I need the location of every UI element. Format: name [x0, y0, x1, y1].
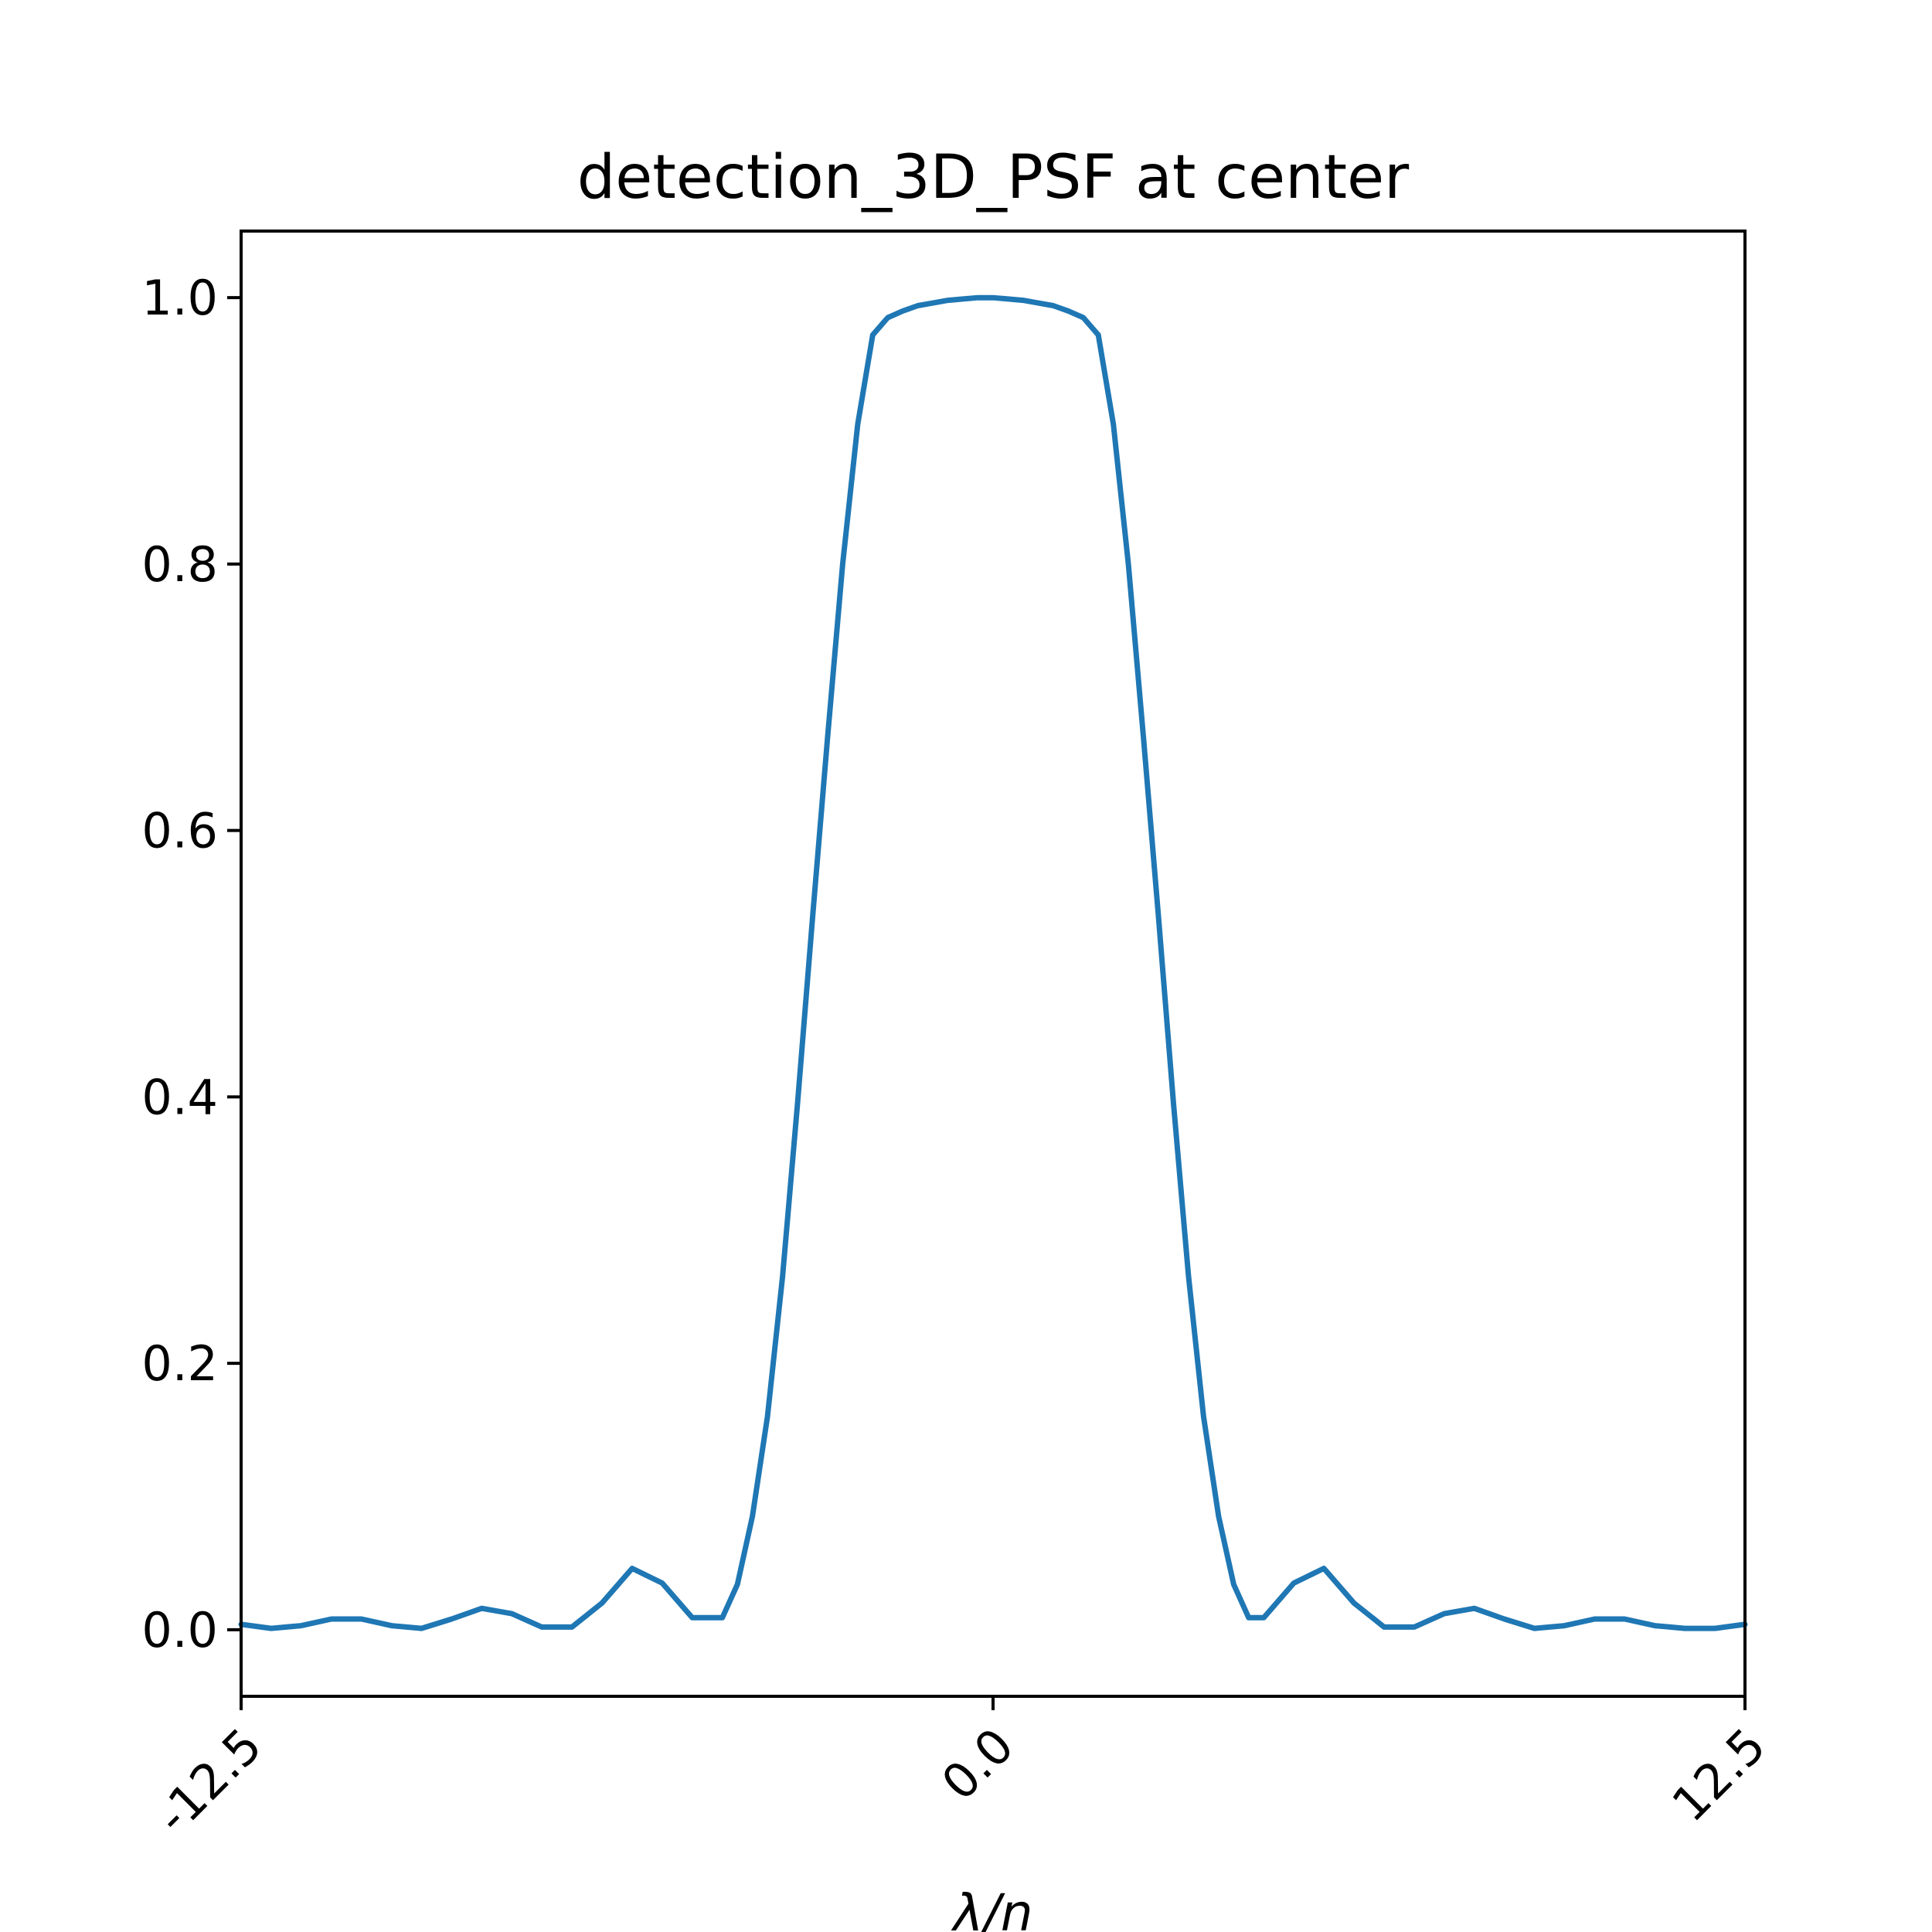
- plot-area-frame: [240, 230, 1747, 1698]
- chart-title: detection_3D_PSF at center: [577, 143, 1410, 213]
- y-tick-label: 0.0: [141, 1602, 218, 1658]
- tick-layer: 0.0 0.2 0.4 0.6 0.8 1.0 -12.5 0.0 12.5: [141, 270, 1776, 1845]
- y-tick-label: 0.2: [141, 1335, 218, 1392]
- x-tick-label: 12.5: [1661, 1717, 1776, 1832]
- x-tick-label: 0.0: [930, 1717, 1024, 1811]
- series-line: [238, 294, 1748, 1631]
- y-tick-label: 0.4: [141, 1069, 218, 1125]
- x-tick-label: -12.5: [145, 1717, 273, 1845]
- y-tick-label: 1.0: [141, 270, 218, 326]
- y-tick-label: 0.6: [141, 803, 218, 859]
- y-tick-label: 0.8: [141, 536, 218, 593]
- x-axis-label: λ/n: [951, 1883, 1032, 1932]
